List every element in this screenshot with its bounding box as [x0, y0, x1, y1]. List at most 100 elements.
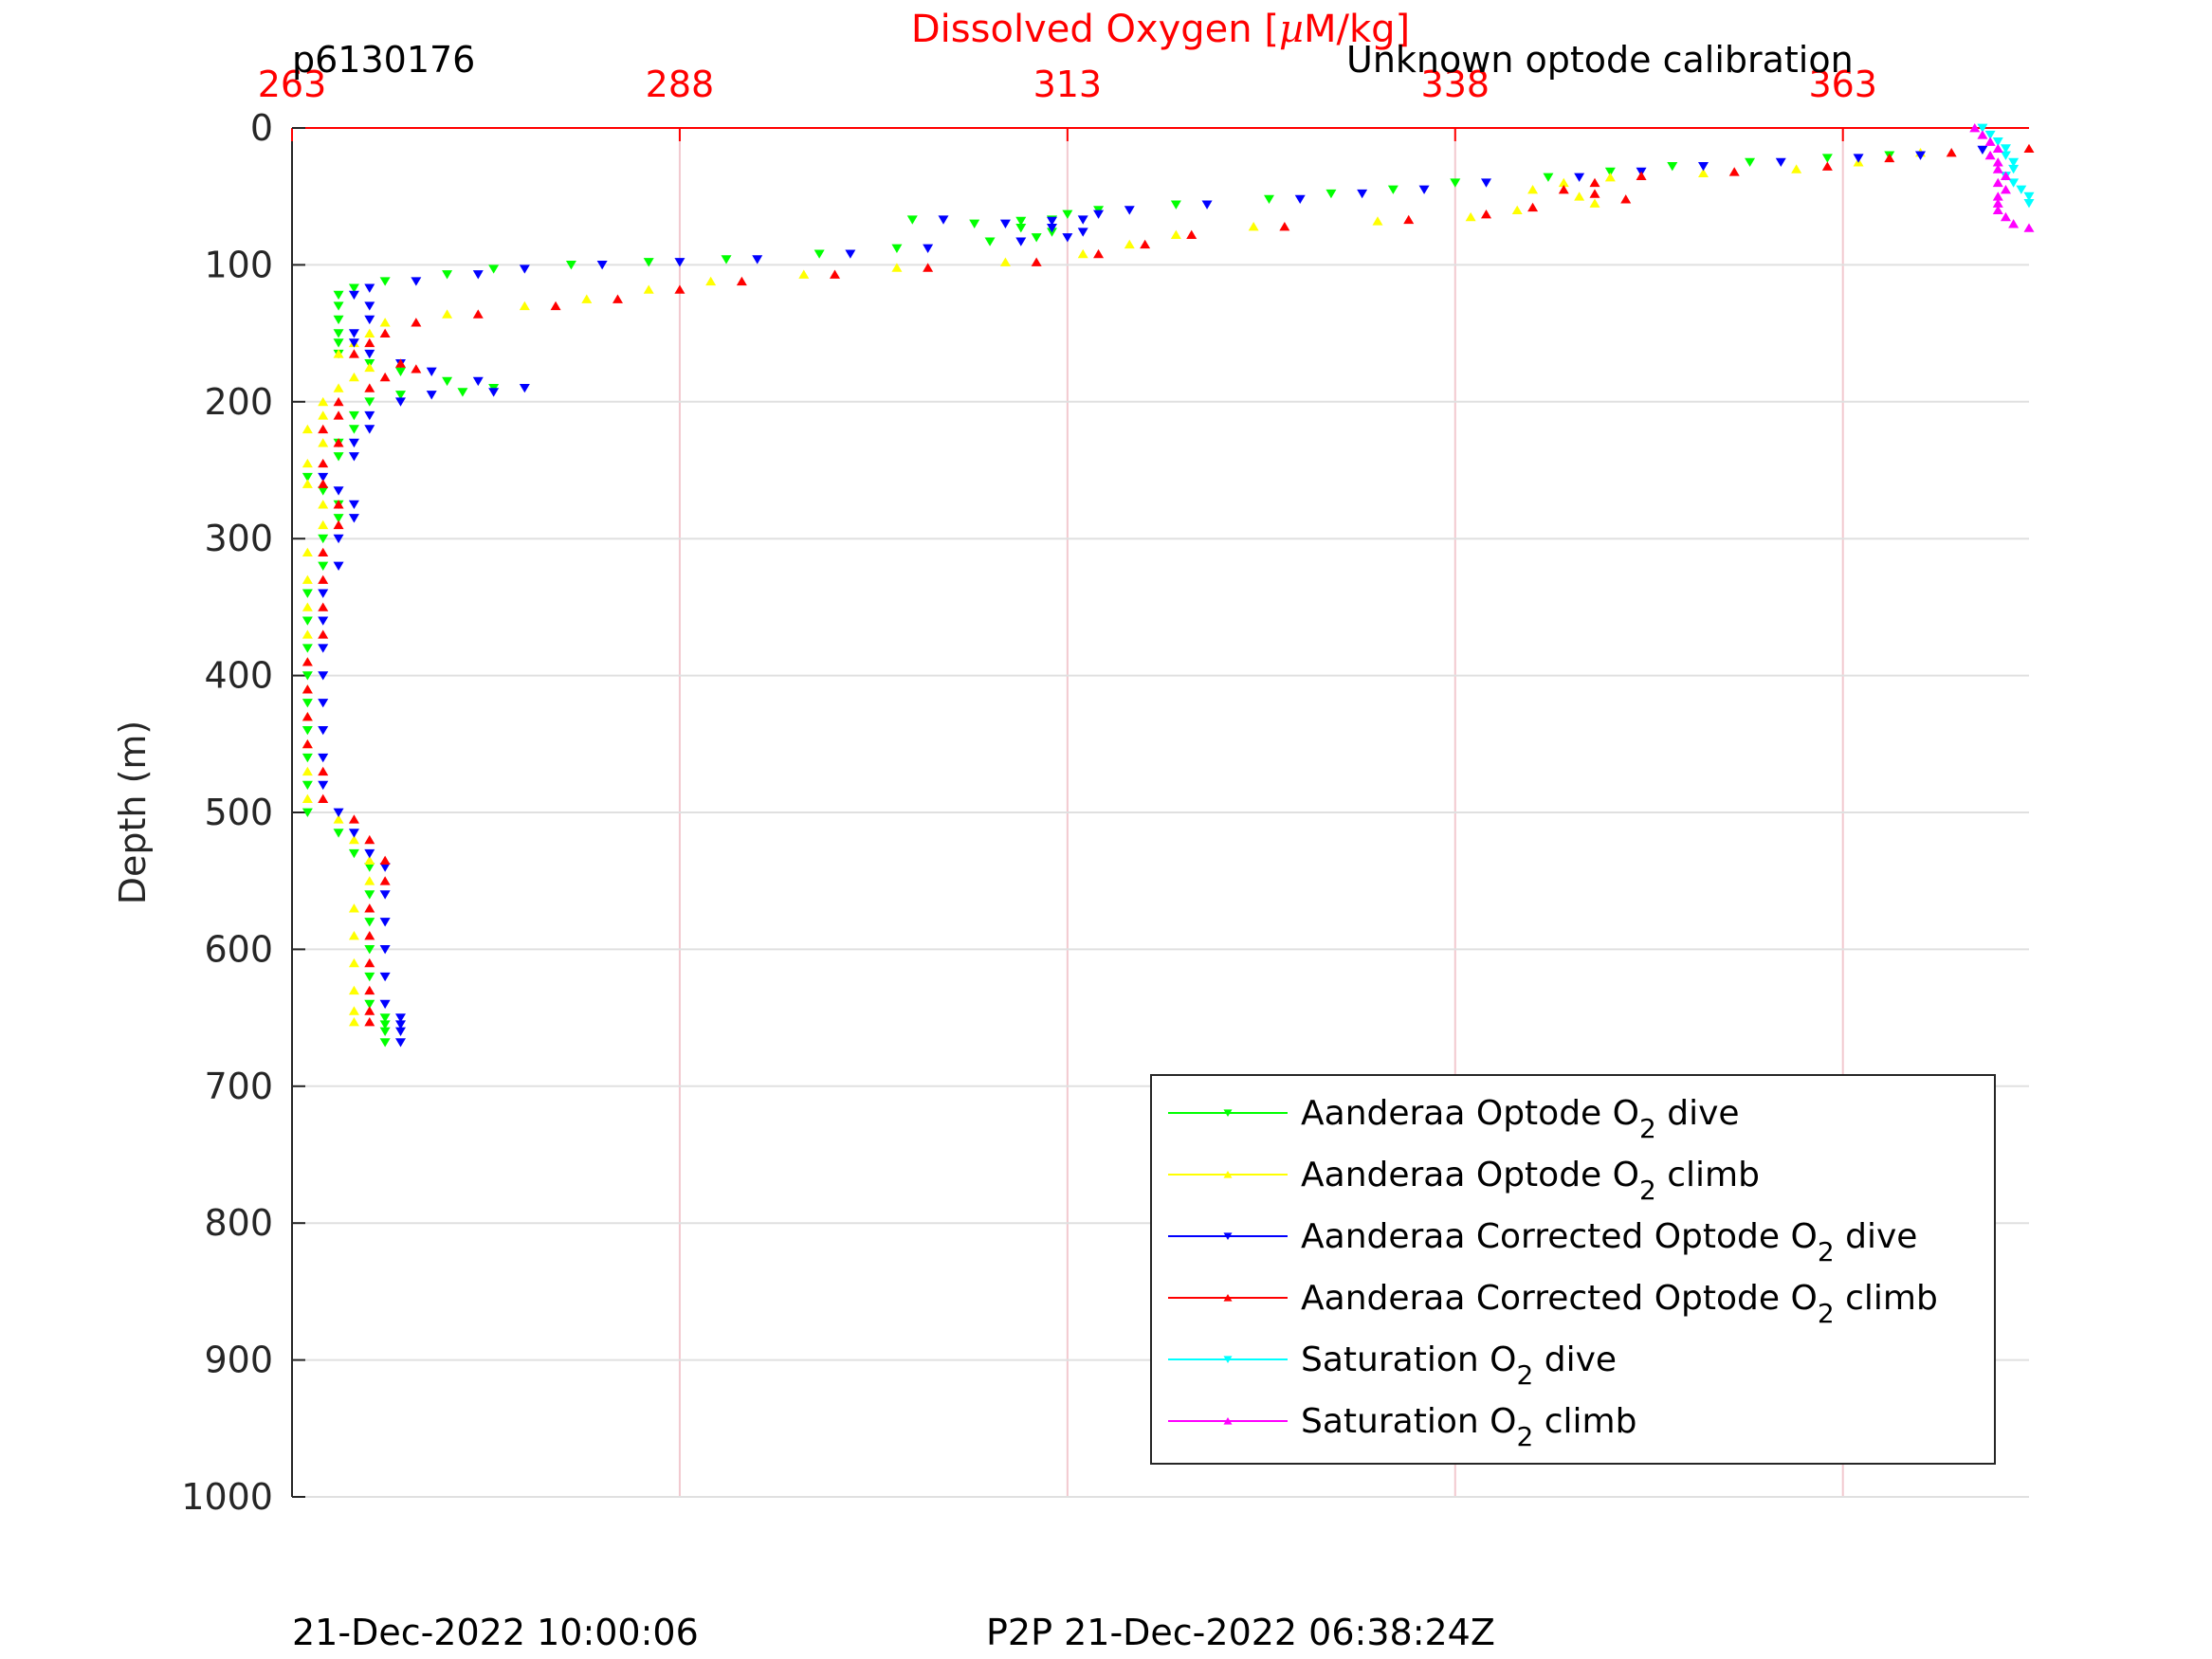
data-point [999, 219, 1011, 229]
footer-timestamp-left: 21-Dec-2022 10:00:06 [292, 1612, 699, 1653]
data-point [395, 397, 406, 407]
data-point [2000, 151, 2011, 160]
data-point [302, 684, 313, 694]
data-point [364, 972, 375, 982]
data-point [348, 903, 359, 913]
data-point [2008, 219, 2020, 228]
data-point [2023, 199, 2035, 209]
data-point [302, 738, 313, 749]
data-point [891, 244, 903, 254]
data-point [379, 1020, 391, 1030]
data-point [333, 329, 344, 338]
data-point [379, 863, 391, 872]
chart-title-mu: µ [1279, 8, 1304, 51]
data-point [1984, 150, 1996, 160]
data-point [318, 410, 329, 420]
x-tick-label: 263 [258, 64, 327, 105]
data-point [364, 410, 375, 421]
data-point [333, 808, 344, 817]
data-point [2023, 223, 2035, 232]
legend-label: Saturation O2 dive [1301, 1340, 1617, 1391]
data-point [1047, 224, 1057, 233]
data-point [379, 1038, 391, 1048]
y-tick-label: 600 [204, 928, 273, 970]
data-point [364, 397, 375, 407]
data-point [1062, 233, 1073, 243]
data-point [364, 1016, 375, 1027]
data-points [302, 123, 2035, 1048]
data-point [364, 890, 375, 900]
data-point [364, 301, 375, 311]
data-point [643, 258, 654, 267]
y-tick-label: 800 [204, 1202, 273, 1244]
data-point [318, 780, 329, 791]
data-point [318, 561, 329, 572]
data-point [1604, 167, 1616, 177]
data-point [318, 547, 329, 557]
data-point [1604, 173, 1616, 182]
data-point [333, 520, 344, 530]
data-point [411, 318, 422, 327]
y-tick-label: 500 [204, 792, 273, 833]
data-point [1992, 198, 2003, 208]
data-point [1465, 211, 1476, 222]
data-point [333, 290, 344, 301]
data-point [1992, 157, 2003, 167]
data-point [333, 410, 344, 420]
data-point [302, 479, 313, 488]
data-point [379, 945, 391, 955]
data-point [348, 283, 359, 293]
data-point [395, 1020, 406, 1030]
data-point [674, 258, 686, 267]
data-point [318, 438, 329, 447]
data-point [318, 644, 329, 653]
chart-title-suffix: M/kg] [1304, 8, 1410, 51]
data-point [348, 957, 359, 968]
legend-item: Saturation O2 climb [1168, 1402, 1636, 1452]
y-tick-label: 100 [204, 244, 273, 285]
data-point [1031, 233, 1042, 243]
legend-label: Aanderaa Corrected Optode O2 dive [1301, 1217, 1917, 1267]
data-point [302, 699, 313, 708]
data-point [891, 263, 903, 272]
legend-item: Aanderaa Corrected Optode O2 climb [1168, 1279, 1938, 1329]
data-point [1821, 161, 1833, 171]
data-point [2008, 157, 2020, 168]
data-point [1969, 123, 1981, 133]
y-tick-labels: 0 100 200 300 400 500 600 700 800 900 1000 [181, 107, 305, 1518]
data-point [581, 294, 593, 303]
data-point [364, 315, 375, 325]
data-point [348, 1006, 359, 1015]
data-point [318, 424, 329, 434]
data-point [923, 263, 934, 272]
data-point [348, 500, 359, 510]
data-point [379, 1027, 391, 1036]
data-point [395, 367, 406, 376]
data-point [1915, 151, 1926, 160]
data-point [318, 458, 329, 468]
data-point [442, 376, 453, 387]
data-point [364, 328, 375, 337]
data-point [302, 547, 313, 557]
data-point [612, 294, 623, 303]
data-point [348, 338, 359, 348]
data-point [348, 452, 359, 462]
data-point [938, 215, 949, 225]
data-point [1992, 143, 2003, 154]
data-point [1698, 162, 1709, 172]
data-point [1015, 224, 1027, 233]
data-point [302, 644, 313, 653]
data-point [1201, 200, 1213, 210]
data-point [348, 290, 359, 301]
data-point [1481, 178, 1491, 188]
x-tick-label: 363 [1808, 64, 1877, 105]
y-tick-label: 0 [250, 107, 273, 149]
legend-label: Aanderaa Optode O2 climb [1301, 1156, 1760, 1206]
data-point [318, 472, 329, 483]
data-point [318, 396, 329, 407]
glider-id: p6130176 [292, 39, 475, 81]
data-point [302, 657, 313, 666]
data-point [318, 616, 329, 626]
data-point [348, 931, 359, 940]
